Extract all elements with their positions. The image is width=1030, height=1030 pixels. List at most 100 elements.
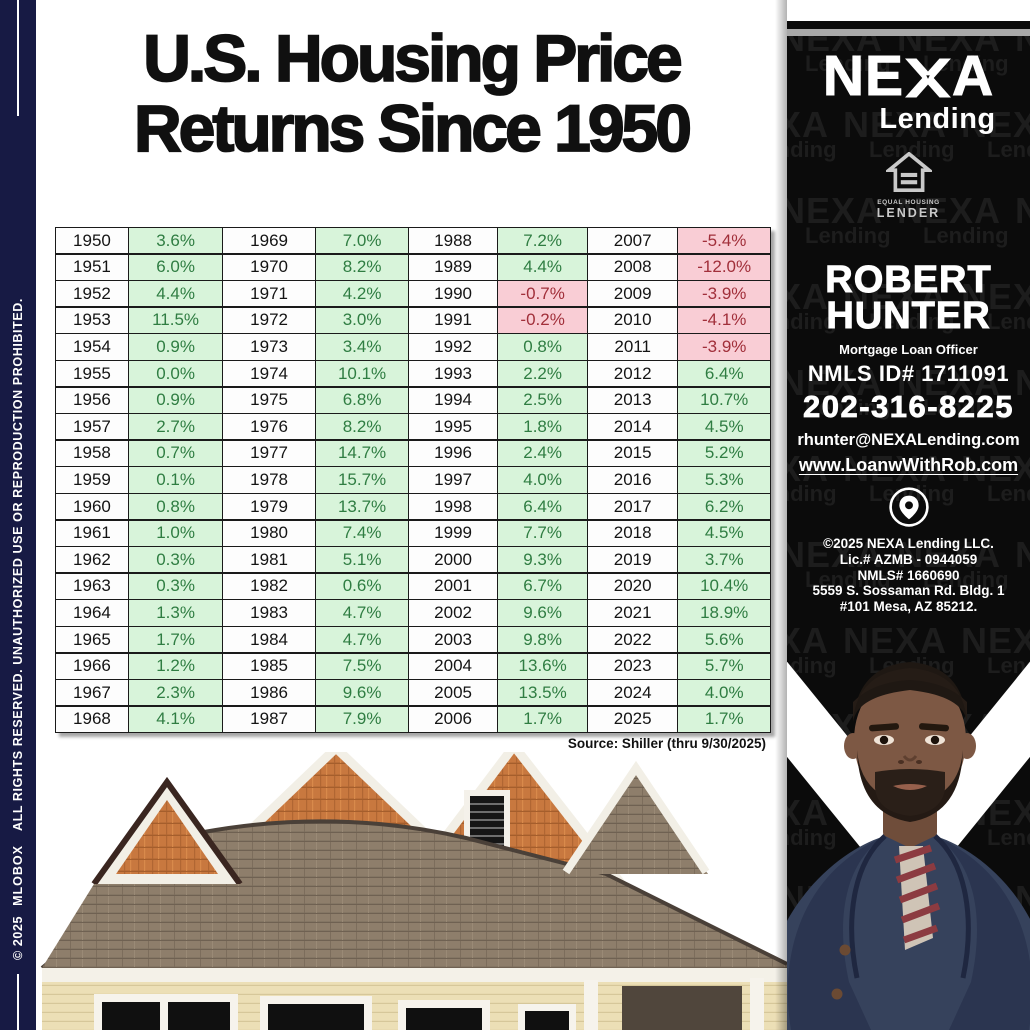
year-cell: 1964 [56,600,128,626]
return-value-cell: 4.1% [129,706,222,732]
year-cell: 1979 [223,493,315,520]
return-value-cell: 10.7% [678,387,770,413]
front-windows [94,994,576,1030]
year-cell: 1976 [223,414,315,440]
year-cell: 1952 [56,281,128,307]
year-cell: 1980 [223,520,315,546]
return-value-cell: 4.0% [498,467,587,493]
return-value-cell: 5.7% [678,653,770,679]
return-value-cell: 4.5% [678,520,770,546]
email-address: rhunter@NEXALending.com [797,431,1020,450]
returns-table: 1950 3.6% 1969 7.0% 1988 7.2% 2007 -5.4% 1951 6.0… [55,227,771,733]
return-value-cell: 7.2% [498,228,587,254]
year-cell: 2011 [588,334,677,360]
copyright-strip-text: © 2025 MLOBOX ALL RIGHTS RESERVED. UNAUT… [0,0,36,1030]
main-area: U.S. Housing Price Returns Since 1950 19… [36,0,787,1030]
year-cell: 1991 [409,307,497,333]
return-value-cell: 5.6% [678,626,770,653]
year-cell: 2017 [588,493,677,520]
watermark-tile: NEXALending [961,620,1030,678]
year-cell: 1954 [56,334,128,360]
return-value-cell: 13.7% [316,493,408,520]
return-value-cell: 8.2% [316,414,408,440]
return-value-cell: 9.3% [498,547,587,573]
return-value-cell: -5.4% [678,228,770,254]
sidebar-top-gray-bar [787,29,1030,36]
tie [893,844,941,950]
return-value-cell: 6.0% [129,254,222,280]
return-value-cell: 0.9% [129,387,222,413]
return-value-cell: 9.6% [498,600,587,626]
right-rear-gable [562,760,710,875]
watermark-tile: NEXALending [1015,534,1030,575]
year-cell: 1970 [223,254,315,280]
return-value-cell: 7.0% [316,228,408,254]
return-value-cell: 2.7% [129,414,222,440]
year-cell: 1958 [56,440,128,466]
return-value-cell: 9.8% [498,626,587,653]
return-value-cell: 2.4% [498,440,587,466]
year-cell: 2016 [588,467,677,493]
year-cell: 1986 [223,680,315,706]
strip-decoration-line [17,974,19,1030]
mlobox-logo: MLOBOX [11,845,25,906]
return-value-cell: 6.7% [498,573,587,599]
year-cell: 1966 [56,653,128,679]
return-value-cell: 18.9% [678,600,770,626]
year-cell: 1950 [56,228,128,254]
rights-text: ALL RIGHTS RESERVED. UNAUTHORIZED USE OR… [11,298,25,832]
copyright-prefix: © 2025 [11,915,25,960]
return-value-cell: 0.8% [498,334,587,360]
return-value-cell: 4.2% [316,281,408,307]
year-cell: 2005 [409,680,497,706]
nmls-id: NMLS ID# 1711091 [807,361,1010,387]
year-cell: 2009 [588,281,677,307]
phone-number: 202-316-8225 [802,389,1015,425]
year-cell: 1965 [56,626,128,653]
return-value-cell: 6.4% [498,493,587,520]
return-value-cell: 1.7% [498,706,587,732]
year-cell: 2013 [588,387,677,413]
return-value-cell: -4.1% [678,307,770,333]
year-cell: 1967 [56,680,128,706]
return-value-cell: 0.0% [129,360,222,387]
return-value-cell: -3.9% [678,281,770,307]
watermark-tile: NEXALending [787,792,837,850]
loan-officer-role: Mortgage Loan Officer [839,342,978,358]
year-cell: 2020 [588,573,677,599]
return-value-cell: 7.7% [498,520,587,546]
year-cell: 2024 [588,680,677,706]
return-value-cell: -3.9% [678,334,770,360]
year-cell: 1987 [223,706,315,732]
sidebar-top-black-bar [787,21,1030,29]
return-value-cell: 9.6% [316,680,408,706]
year-cell: 1978 [223,467,315,493]
year-cell: 1975 [223,387,315,413]
porch [584,978,764,1030]
return-value-cell: 7.4% [316,520,408,546]
year-cell: 2022 [588,626,677,653]
watermark-tile: NEXALending [787,448,837,506]
return-value-cell: 0.9% [129,334,222,360]
year-cell: 1992 [409,334,497,360]
year-cell: 1961 [56,520,128,546]
year-cell: 1998 [409,493,497,520]
year-cell: 2015 [588,440,677,466]
watermark-tile: NEXALending [961,448,1030,506]
return-value-cell: 11.5% [129,307,222,333]
year-cell: 1963 [56,573,128,599]
website-link[interactable]: www.LoanwWithRob.com [798,455,1019,476]
year-cell: 2012 [588,360,677,387]
year-cell: 2023 [588,653,677,679]
sidebar: NEXALendingNEXALendingNEXALendingNEXALen… [787,0,1030,1030]
return-value-cell: 3.4% [316,334,408,360]
return-value-cell: 8.2% [316,254,408,280]
year-cell: 2004 [409,653,497,679]
return-value-cell: 1.8% [498,414,587,440]
